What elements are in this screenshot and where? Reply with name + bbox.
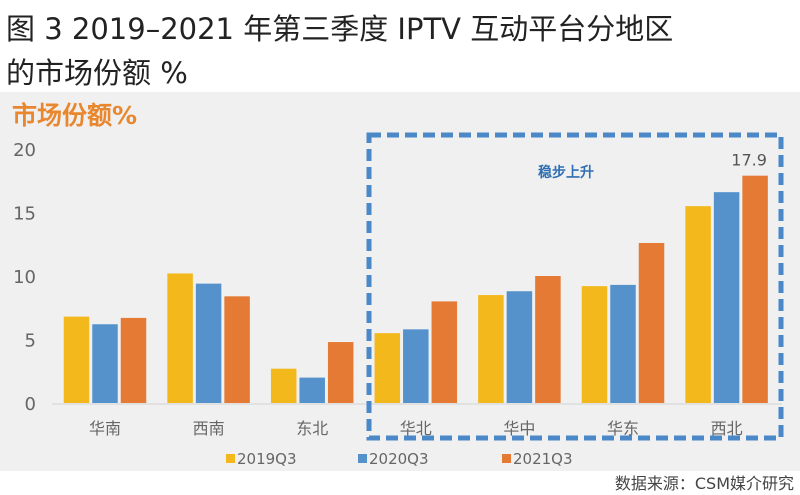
chart-panel: 市场份额% 0 5 10 15 20 华南 西南 东北 华北 华中 华东 西北 17.9 稳步上升 2019Q…: [0, 92, 800, 471]
bar-西南-2020Q3: [195, 283, 222, 403]
bar-华东-2021Q3: [638, 242, 665, 403]
bar-华中-2021Q3: [535, 276, 561, 403]
bar-华南-2019Q3: [63, 316, 90, 403]
chart-title: 市场份额%: [12, 101, 137, 130]
bar-西南-2021Q3: [224, 296, 250, 403]
bar-西北-2019Q3: [685, 206, 711, 403]
bar-西南-2019Q3: [167, 273, 193, 403]
x-tick-label: 华北: [400, 419, 432, 438]
legend-swatch-2019Q3: [226, 454, 235, 463]
y-tick-label: 5: [25, 331, 36, 352]
legend-swatch-2021Q3: [502, 454, 511, 463]
figure-title-line2: 的市场份额 %: [6, 56, 188, 90]
x-tick-label: 华南: [89, 419, 121, 438]
bar-华南-2021Q3: [120, 317, 147, 403]
data-source: 数据来源：CSM媒介研究: [614, 474, 794, 493]
bar-西北-2020Q3: [713, 192, 740, 403]
bar-华中-2019Q3: [478, 295, 504, 403]
bar-chart: 市场份额% 0 5 10 15 20 华南 西南 东北 华北 华中 华东 西北 17.9 稳步上升 2019Q…: [12, 101, 784, 468]
bar-华北-2021Q3: [431, 301, 458, 403]
legend-label: 2020Q3: [369, 450, 429, 468]
bar-华中-2020Q3: [506, 291, 533, 403]
x-tick-label: 东北: [296, 419, 328, 438]
legend-label: 2019Q3: [237, 450, 297, 468]
y-tick-label: 20: [13, 140, 36, 161]
bar-东北-2021Q3: [327, 342, 354, 403]
annotation-dashed-box: [366, 132, 784, 441]
y-tick-label: 15: [13, 204, 36, 225]
annotation-label: 稳步上升: [538, 164, 594, 181]
bar-华东-2020Q3: [610, 284, 636, 403]
y-tick-label: 10: [13, 267, 36, 288]
bar-华北-2019Q3: [374, 333, 401, 403]
bar-西北-2021Q3: [742, 175, 768, 403]
legend-swatch-2020Q3: [358, 454, 367, 463]
x-tick-label: 华中: [503, 419, 535, 438]
bar-东北-2019Q3: [270, 368, 297, 403]
legend-label: 2021Q3: [513, 450, 573, 468]
x-tick-label: 西北: [711, 419, 743, 438]
figure-title-line1: 图 3 2019–2021 年第三季度 IPTV 互动平台分地区: [6, 12, 674, 46]
bar-华南-2020Q3: [92, 324, 118, 403]
x-tick-label: 西南: [193, 419, 225, 438]
data-label: 17.9: [731, 151, 767, 170]
y-tick-label: 0: [25, 394, 36, 415]
bar-华北-2020Q3: [403, 329, 429, 403]
bar-华东-2019Q3: [581, 286, 608, 403]
x-tick-label: 华东: [607, 419, 639, 438]
bar-东北-2020Q3: [299, 377, 325, 403]
